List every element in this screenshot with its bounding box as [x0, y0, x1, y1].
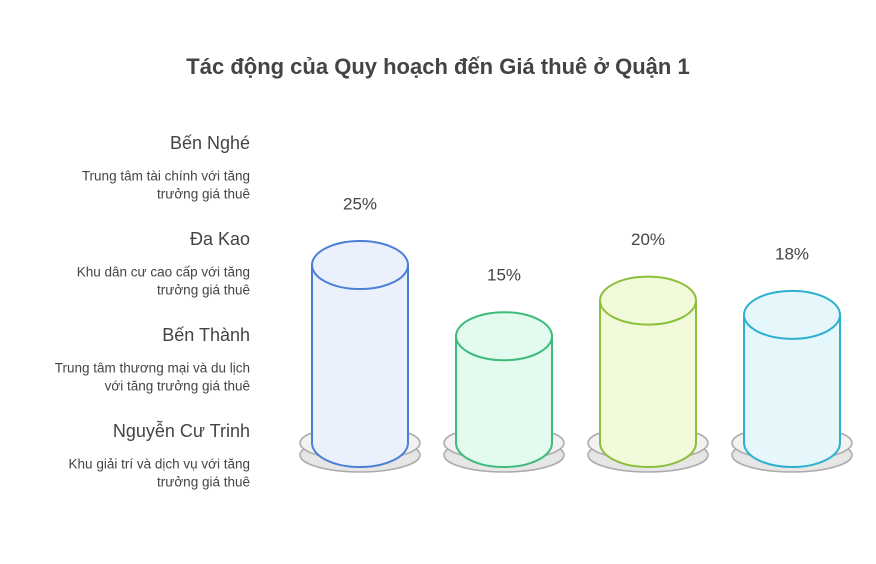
- cylinder: [743, 313, 841, 468]
- cylinder-top: [599, 275, 697, 326]
- category-description: với tăng trưởng giá thuê: [105, 379, 250, 394]
- value-label: 25%: [343, 194, 377, 213]
- category-description: Khu giải trí và dịch vụ với tăng: [69, 457, 250, 472]
- cylinder: [455, 335, 553, 468]
- cylinder: [599, 299, 697, 468]
- category-label: Đa Kao: [190, 229, 250, 249]
- cylinder-top: [743, 289, 841, 340]
- category-description: Trung tâm thương mại và du lịch: [55, 361, 250, 376]
- category-label: Nguyễn Cư Trinh: [113, 420, 250, 441]
- category-description: Trung tâm tài chính với tăng: [82, 169, 250, 184]
- category-description: trưởng giá thuê: [157, 475, 250, 490]
- value-label: 18%: [775, 244, 809, 263]
- chart-title: Tác động của Quy hoạch đến Giá thuê ở Qu…: [186, 54, 689, 79]
- category-description: Khu dân cư cao cấp với tăng: [77, 265, 250, 280]
- value-label: 15%: [487, 266, 521, 285]
- cylinder-top: [455, 311, 553, 362]
- category-description: trưởng giá thuê: [157, 283, 250, 298]
- category-label: Bến Nghé: [170, 133, 250, 153]
- category-description: trưởng giá thuê: [157, 187, 250, 202]
- cylinder: [311, 264, 409, 468]
- category-label: Bến Thành: [162, 325, 250, 345]
- value-label: 20%: [631, 230, 665, 249]
- cylinder-top: [311, 240, 409, 290]
